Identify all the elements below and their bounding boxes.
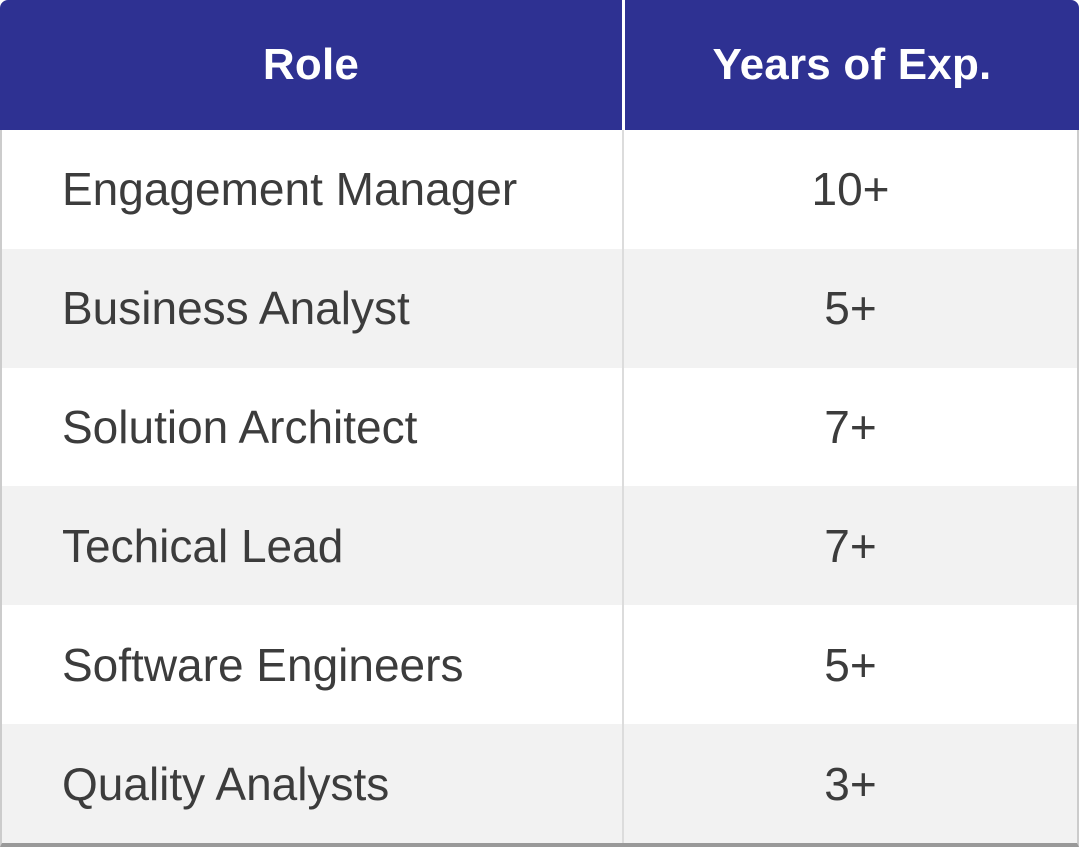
table-row: Engagement Manager 10+ <box>2 130 1077 249</box>
header-cell-role: Role <box>262 40 360 89</box>
role-cell: Business Analyst <box>62 282 410 335</box>
table-row: Software Engineers 5+ <box>2 605 1077 725</box>
role-cell: Software Engineers <box>62 638 464 691</box>
years-cell: 5+ <box>622 605 1077 725</box>
years-cell: 7+ <box>622 367 1077 487</box>
table-row: Business Analyst 5+ <box>2 248 1077 368</box>
years-cell: 7+ <box>622 486 1077 606</box>
role-cell: Techical Lead <box>62 519 344 572</box>
table-body: Engagement Manager 10+ Business Analyst … <box>0 130 1079 847</box>
years-cell: 5+ <box>622 248 1077 368</box>
table-row: Techical Lead 7+ <box>2 486 1077 606</box>
table-header: Role Years of Exp. <box>0 0 1079 130</box>
table-row: Quality Analysts 3+ <box>2 724 1077 843</box>
role-cell: Engagement Manager <box>62 163 518 216</box>
years-cell: 10+ <box>622 130 1077 249</box>
years-cell: 3+ <box>622 724 1077 843</box>
role-cell: Quality Analysts <box>62 757 390 810</box>
header-cell-years: Years of Exp. <box>622 0 1079 130</box>
table-row: Solution Architect 7+ <box>2 367 1077 487</box>
role-cell: Solution Architect <box>62 401 418 454</box>
